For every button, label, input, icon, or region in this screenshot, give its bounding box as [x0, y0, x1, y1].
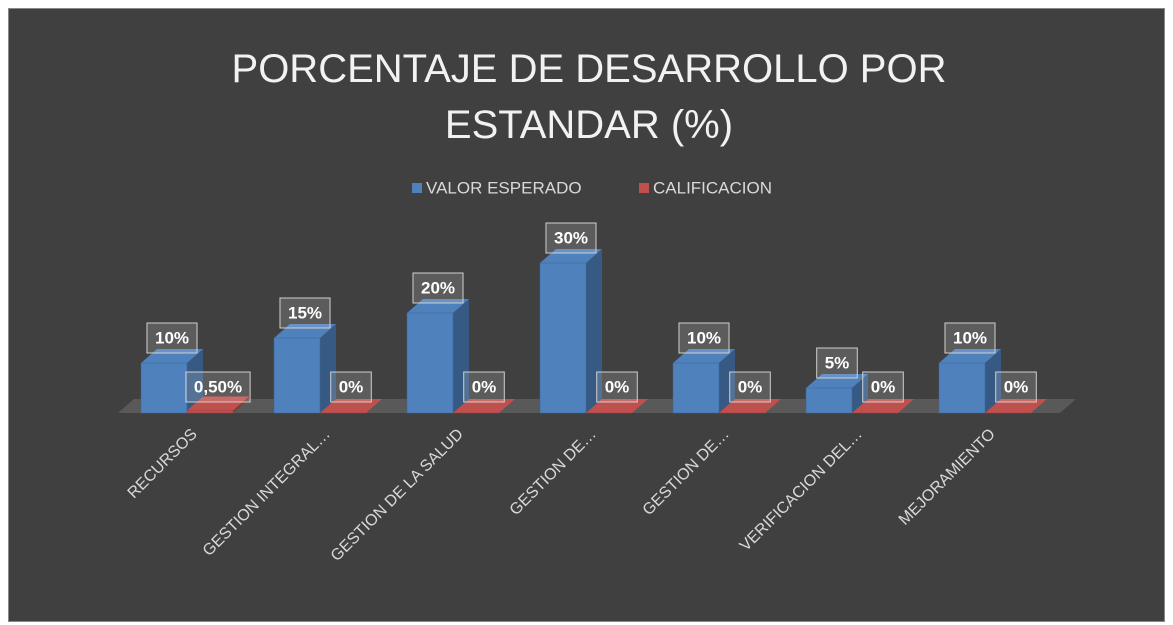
data-label: 20% [412, 272, 464, 304]
data-label: 0% [463, 371, 505, 403]
data-label-text: 10% [953, 328, 987, 347]
data-label-box [185, 371, 251, 403]
bar-side [719, 349, 735, 413]
data-label: 10% [678, 322, 730, 354]
data-label-box [596, 371, 638, 403]
data-label-box [412, 272, 464, 304]
data-label: 10% [146, 322, 198, 354]
bar [186, 410, 234, 414]
data-label-box [995, 371, 1037, 403]
data-label-text: 0% [1004, 377, 1029, 396]
x-tick-label: MEJORAMIENTO [896, 426, 999, 529]
data-label-text: 0% [871, 377, 896, 396]
data-label-text: 5% [825, 353, 850, 372]
bar-side [233, 396, 249, 413]
data-label-box [545, 222, 597, 254]
data-label-text: 0% [605, 377, 630, 396]
legend-swatch [412, 183, 422, 193]
data-label: 5% [816, 347, 858, 379]
data-label-text: 30% [554, 228, 588, 247]
bar [805, 387, 853, 414]
bar [273, 337, 321, 414]
data-label-box [678, 322, 730, 354]
data-label-box [729, 371, 771, 403]
data-label-box [330, 371, 372, 403]
data-label: 0% [596, 371, 638, 403]
x-tick-label: GESTION DE… [507, 426, 600, 519]
bar [938, 362, 986, 414]
chart-title: PORCENTAJE DE DESARROLLO POR ESTANDAR (%… [231, 47, 947, 147]
x-tick-label: GESTION INTEGRAL… [200, 426, 334, 560]
data-label-text: 20% [421, 278, 455, 297]
data-label-text: 0% [472, 377, 497, 396]
bar-side [320, 324, 336, 413]
data-label: 0% [995, 371, 1037, 403]
legend-label: VALOR ESPERADO [426, 178, 582, 197]
bar [140, 362, 188, 414]
x-tick-label: GESTION DE… [640, 426, 733, 519]
data-label-text: 10% [687, 328, 721, 347]
data-label: 0% [330, 371, 372, 403]
data-label-text: 0,50% [194, 377, 242, 396]
bar-side [187, 349, 203, 413]
data-label: 0,50% [185, 371, 251, 403]
data-label-box [862, 371, 904, 403]
data-label-text: 0% [738, 377, 763, 396]
bar [406, 312, 454, 414]
data-label-box [146, 322, 198, 354]
bar-side [453, 299, 469, 413]
data-label: 0% [862, 371, 904, 403]
legend-swatch [639, 183, 649, 193]
data-label: 15% [279, 297, 331, 329]
data-label-box [944, 322, 996, 354]
x-tick-label: GESTION DE LA SALUD [328, 426, 467, 565]
x-tick-label: VERIFICACION DEL… [737, 426, 866, 555]
data-label: 30% [545, 222, 597, 254]
data-label-box [279, 297, 331, 329]
data-label-box [463, 371, 505, 403]
x-tick-label: RECURSOS [125, 426, 201, 502]
data-label-text: 0% [339, 377, 364, 396]
bar [539, 262, 587, 414]
data-label: 10% [944, 322, 996, 354]
bar [672, 362, 720, 414]
data-label-text: 10% [155, 328, 189, 347]
bar-side [985, 349, 1001, 413]
bar-side [852, 374, 868, 413]
bar-top [187, 396, 249, 411]
data-label: 0% [729, 371, 771, 403]
data-label-box [816, 347, 858, 379]
data-label-text: 15% [288, 303, 322, 322]
legend-label: CALIFICACION [653, 178, 772, 197]
